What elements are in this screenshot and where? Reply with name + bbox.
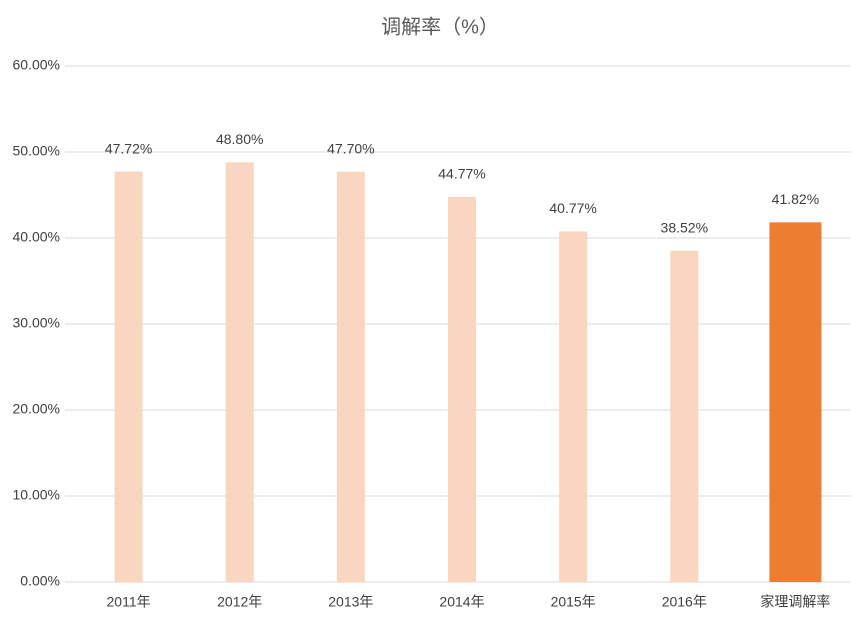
x-tick-label: 家理调解率	[760, 594, 830, 610]
y-tick-label: 50.00%	[13, 143, 60, 159]
y-tick-label: 60.00%	[13, 57, 60, 73]
x-tick-label: 2013年	[328, 594, 373, 610]
value-label: 44.77%	[438, 166, 485, 182]
bar	[225, 162, 254, 582]
y-tick-label: 20.00%	[13, 401, 60, 417]
value-label: 38.52%	[661, 219, 708, 235]
value-label: 47.72%	[105, 140, 152, 156]
x-tick-label: 2012年	[217, 594, 262, 610]
x-tick-label: 2011年	[107, 594, 151, 610]
bar	[448, 196, 476, 582]
y-tick-label: 30.00%	[13, 315, 60, 331]
x-tick-label: 2016年	[662, 594, 707, 610]
bar	[114, 171, 143, 582]
bar	[670, 250, 699, 582]
y-tick-label: 10.00%	[13, 487, 60, 503]
bar	[336, 171, 365, 582]
value-label: 41.82%	[772, 191, 819, 207]
value-label: 40.77%	[549, 200, 596, 216]
value-label: 47.70%	[327, 140, 374, 156]
y-tick-label: 0.00%	[20, 573, 60, 589]
x-tick-label: 2014年	[439, 594, 484, 610]
chart-title: 调解率（%）	[381, 15, 499, 38]
bar	[769, 222, 822, 582]
value-label: 48.80%	[216, 131, 263, 147]
x-tick-label: 2015年	[551, 594, 596, 610]
y-tick-label: 40.00%	[13, 229, 60, 245]
bar	[559, 231, 588, 583]
